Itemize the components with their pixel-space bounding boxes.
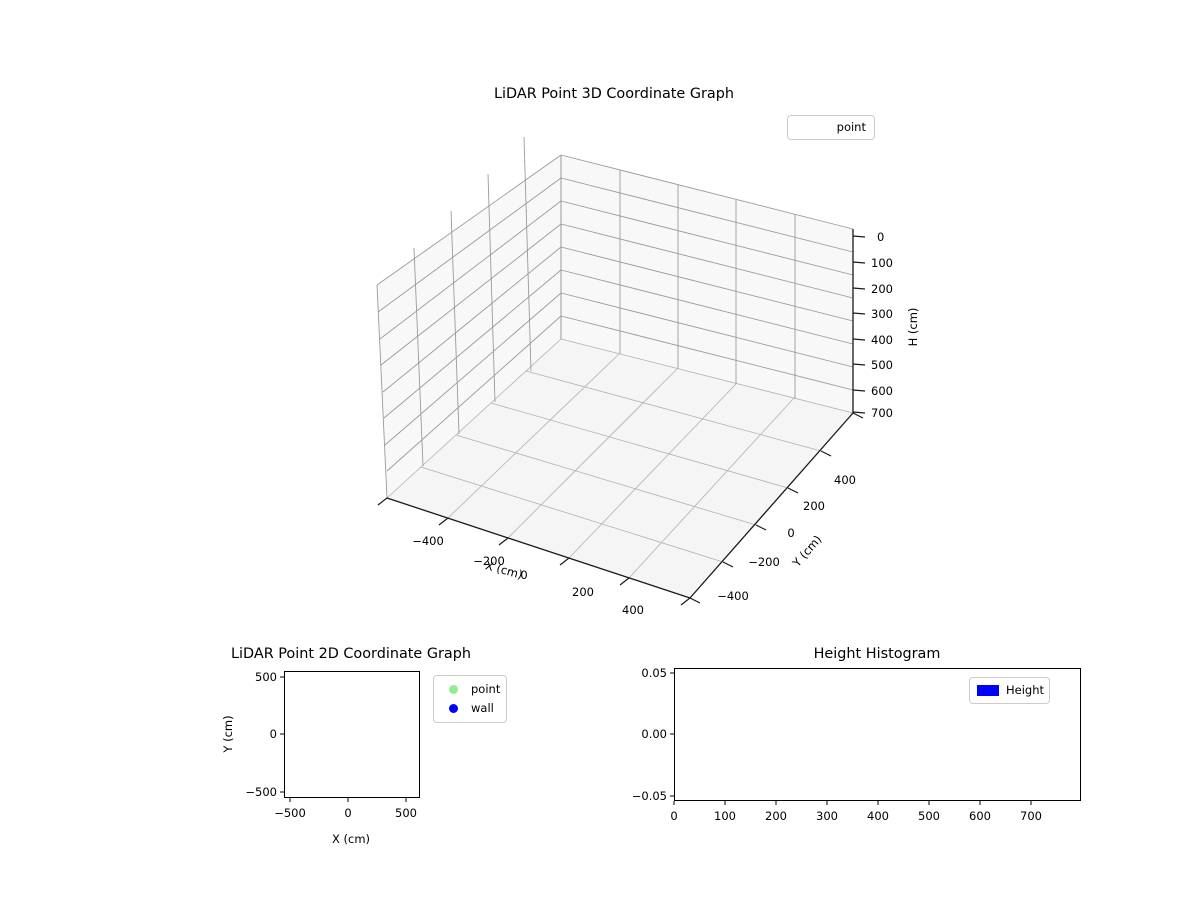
axhist-xtick-2: 200 bbox=[765, 809, 787, 823]
axhist-plot-area[interactable] bbox=[674, 668, 1081, 801]
axhist-ytick-1: 0.00 bbox=[641, 727, 667, 741]
ax2d-plot-area[interactable] bbox=[284, 671, 420, 798]
axhist-xtick-4: 400 bbox=[867, 809, 889, 823]
axhist-xtick-0: 0 bbox=[670, 809, 678, 823]
axhist-legend[interactable]: Height bbox=[969, 677, 1051, 704]
ax3d-ytick-0: −400 bbox=[717, 589, 749, 603]
ax3d-legend[interactable]: point bbox=[787, 115, 875, 140]
ax3d-xtick-2: 0 bbox=[520, 568, 528, 582]
axhist-xtick-3: 300 bbox=[816, 809, 838, 823]
axhist-xtick-1: 100 bbox=[714, 809, 736, 823]
ax3d-title: LiDAR Point 3D Coordinate Graph bbox=[494, 86, 734, 102]
ax3d-ztick-3: 300 bbox=[871, 307, 893, 321]
ax3d-xtick-4: 400 bbox=[622, 603, 644, 617]
ax2d-title: LiDAR Point 2D Coordinate Graph bbox=[231, 646, 471, 662]
axhist-ytick-2: −0.05 bbox=[631, 789, 667, 803]
ax3d-ztick-7: 700 bbox=[871, 406, 893, 420]
ax3d-legend-label: point bbox=[836, 119, 866, 134]
axhist-xtick-5: 500 bbox=[918, 809, 940, 823]
axhist-title: Height Histogram bbox=[813, 646, 941, 662]
legend-item-point[interactable]: point bbox=[440, 680, 500, 699]
ax2d-xtick-1: 0 bbox=[344, 806, 352, 820]
ax3d-ztick-6: 600 bbox=[871, 384, 893, 398]
ax3d-ytick-2: 0 bbox=[787, 526, 795, 540]
ax3d-ytick-4: 400 bbox=[834, 473, 856, 487]
ax2d-xtick-0: −500 bbox=[274, 806, 306, 820]
ax2d-legend-label-0: point bbox=[471, 681, 501, 696]
ax2d-ytick-0: 500 bbox=[255, 670, 277, 684]
ax2d-ytick-1: 0 bbox=[269, 727, 277, 741]
ax2d-xlabel: X (cm) bbox=[331, 832, 371, 846]
ax3d-ztick-1: 100 bbox=[871, 256, 893, 270]
ax2d-xtick-2: 500 bbox=[395, 806, 417, 820]
legend-item-height[interactable]: Height bbox=[975, 681, 1044, 700]
height-patch-icon bbox=[975, 685, 1001, 696]
ax3d-xtick-3: 200 bbox=[572, 585, 594, 599]
legend-item-wall[interactable]: wall bbox=[440, 699, 500, 718]
ax2d-legend-label-1: wall bbox=[471, 700, 494, 715]
ax2d-ytick-2: −500 bbox=[245, 785, 277, 799]
axhist-xtick-7: 700 bbox=[1020, 809, 1042, 823]
ax3d-ztick-4: 400 bbox=[871, 333, 893, 347]
ax3d-ztick-2: 200 bbox=[871, 282, 893, 296]
ax3d-xtick-1: −200 bbox=[473, 554, 505, 568]
ax3d-ztick-0: 0 bbox=[877, 230, 885, 244]
point-marker-icon bbox=[440, 685, 466, 694]
axhist-xtick-6: 600 bbox=[969, 809, 991, 823]
ax3d-spines bbox=[386, 229, 854, 599]
ax3d-tickmarks bbox=[377, 235, 866, 606]
ax3d-ytick-3: 200 bbox=[803, 499, 825, 513]
axhist-ytick-0: 0.05 bbox=[641, 666, 667, 680]
ax3d-xtick-0: −400 bbox=[412, 534, 444, 548]
wall-marker-icon bbox=[440, 704, 466, 713]
ax2d-legend[interactable]: point wall bbox=[433, 675, 508, 723]
ax3d-ytick-1: −200 bbox=[748, 555, 780, 569]
axhist-legend-label-0: Height bbox=[1006, 682, 1045, 697]
ax3d-ztick-5: 500 bbox=[871, 358, 893, 372]
